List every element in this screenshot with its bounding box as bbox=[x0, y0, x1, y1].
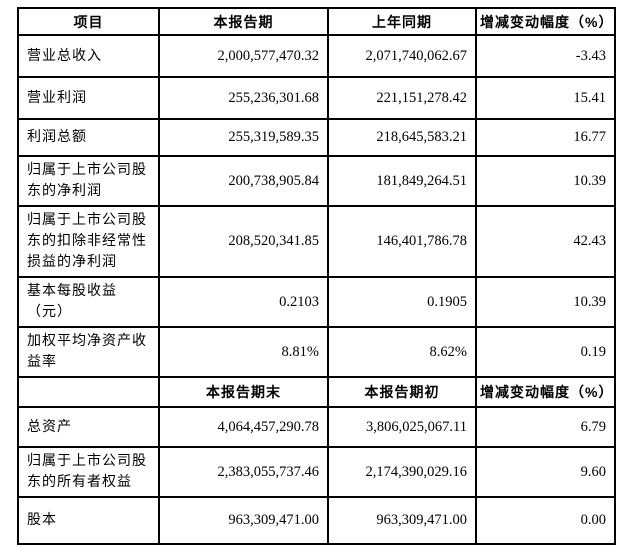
row-current-value: 200,738,905.84 bbox=[158, 155, 329, 207]
row-change-value: 10.39 bbox=[475, 276, 616, 328]
row-prior-value: 146,401,786.78 bbox=[327, 205, 477, 278]
row-prior-value: 8.62% bbox=[327, 326, 477, 378]
row-label: 基本每股收益（元） bbox=[17, 276, 160, 328]
row-current-value: 208,520,341.85 bbox=[158, 205, 329, 278]
row-label: 利润总额 bbox=[17, 118, 160, 157]
mid-header-period-end: 本报告期末 bbox=[158, 376, 329, 408]
table-row: 加权平均净资产收益率 8.81% 8.62% 0.19 bbox=[17, 326, 616, 378]
row-current-value: 4,064,457,290.78 bbox=[158, 406, 329, 448]
row-label: 营业利润 bbox=[17, 76, 160, 120]
table-mid-header-row: 本报告期末 本报告期初 增减变动幅度（%） bbox=[17, 376, 616, 408]
row-label: 总资产 bbox=[17, 406, 160, 448]
row-label: 归属于上市公司股东的扣除非经常性损益的净利润 bbox=[17, 205, 160, 278]
row-prior-value: 2,174,390,029.16 bbox=[327, 446, 477, 498]
row-prior-value: 963,309,471.00 bbox=[327, 496, 477, 545]
table-row: 归属于上市公司股东的扣除非经常性损益的净利润 208,520,341.85 14… bbox=[17, 205, 616, 278]
row-change-value: 6.79 bbox=[475, 406, 616, 448]
row-current-value: 2,383,055,737.46 bbox=[158, 446, 329, 498]
row-change-value: 15.41 bbox=[475, 76, 616, 120]
row-change-value: 9.60 bbox=[475, 446, 616, 498]
table-row: 基本每股收益（元） 0.2103 0.1905 10.39 bbox=[17, 276, 616, 328]
row-change-value: 10.39 bbox=[475, 155, 616, 207]
row-label: 股本 bbox=[17, 496, 160, 545]
header-prior-period: 上年同期 bbox=[327, 7, 477, 36]
table-row: 营业利润 255,236,301.68 221,151,278.42 15.41 bbox=[17, 76, 616, 120]
row-prior-value: 3,806,025,067.11 bbox=[327, 406, 477, 448]
table-header-row: 项目 本报告期 上年同期 增减变动幅度（%） bbox=[17, 7, 616, 36]
header-change-percent: 增减变动幅度（%） bbox=[475, 7, 616, 36]
table-row: 归属于上市公司股东的所有者权益 2,383,055,737.46 2,174,3… bbox=[17, 446, 616, 498]
row-label: 归属于上市公司股东的所有者权益 bbox=[17, 446, 160, 498]
financial-summary-table: 项目 本报告期 上年同期 增减变动幅度（%） 营业总收入 2,000,577,4… bbox=[17, 7, 616, 545]
row-label: 营业总收入 bbox=[17, 34, 160, 78]
row-prior-value: 2,071,740,062.67 bbox=[327, 34, 477, 78]
row-label: 归属于上市公司股东的净利润 bbox=[17, 155, 160, 207]
row-current-value: 0.2103 bbox=[158, 276, 329, 328]
table-row: 总资产 4,064,457,290.78 3,806,025,067.11 6.… bbox=[17, 406, 616, 448]
row-change-value: -3.43 bbox=[475, 34, 616, 78]
row-current-value: 255,319,589.35 bbox=[158, 118, 329, 157]
row-prior-value: 181,849,264.51 bbox=[327, 155, 477, 207]
mid-header-blank bbox=[17, 376, 160, 408]
table-row: 股本 963,309,471.00 963,309,471.00 0.00 bbox=[17, 496, 616, 545]
row-change-value: 16.77 bbox=[475, 118, 616, 157]
row-change-value: 0.00 bbox=[475, 496, 616, 545]
row-change-value: 42.43 bbox=[475, 205, 616, 278]
row-current-value: 2,000,577,470.32 bbox=[158, 34, 329, 78]
row-label: 加权平均净资产收益率 bbox=[17, 326, 160, 378]
row-prior-value: 0.1905 bbox=[327, 276, 477, 328]
mid-header-period-start: 本报告期初 bbox=[327, 376, 477, 408]
row-current-value: 963,309,471.00 bbox=[158, 496, 329, 545]
table-row: 归属于上市公司股东的净利润 200,738,905.84 181,849,264… bbox=[17, 155, 616, 207]
header-current-period: 本报告期 bbox=[158, 7, 329, 36]
table-row: 营业总收入 2,000,577,470.32 2,071,740,062.67 … bbox=[17, 34, 616, 78]
row-current-value: 255,236,301.68 bbox=[158, 76, 329, 120]
mid-header-change-percent: 增减变动幅度（%） bbox=[475, 376, 616, 408]
row-prior-value: 221,151,278.42 bbox=[327, 76, 477, 120]
row-change-value: 0.19 bbox=[475, 326, 616, 378]
report-page: 项目 本报告期 上年同期 增减变动幅度（%） 营业总收入 2,000,577,4… bbox=[17, 7, 616, 545]
header-item: 项目 bbox=[17, 7, 160, 36]
row-prior-value: 218,645,583.21 bbox=[327, 118, 477, 157]
row-current-value: 8.81% bbox=[158, 326, 329, 378]
table-row: 利润总额 255,319,589.35 218,645,583.21 16.77 bbox=[17, 118, 616, 157]
